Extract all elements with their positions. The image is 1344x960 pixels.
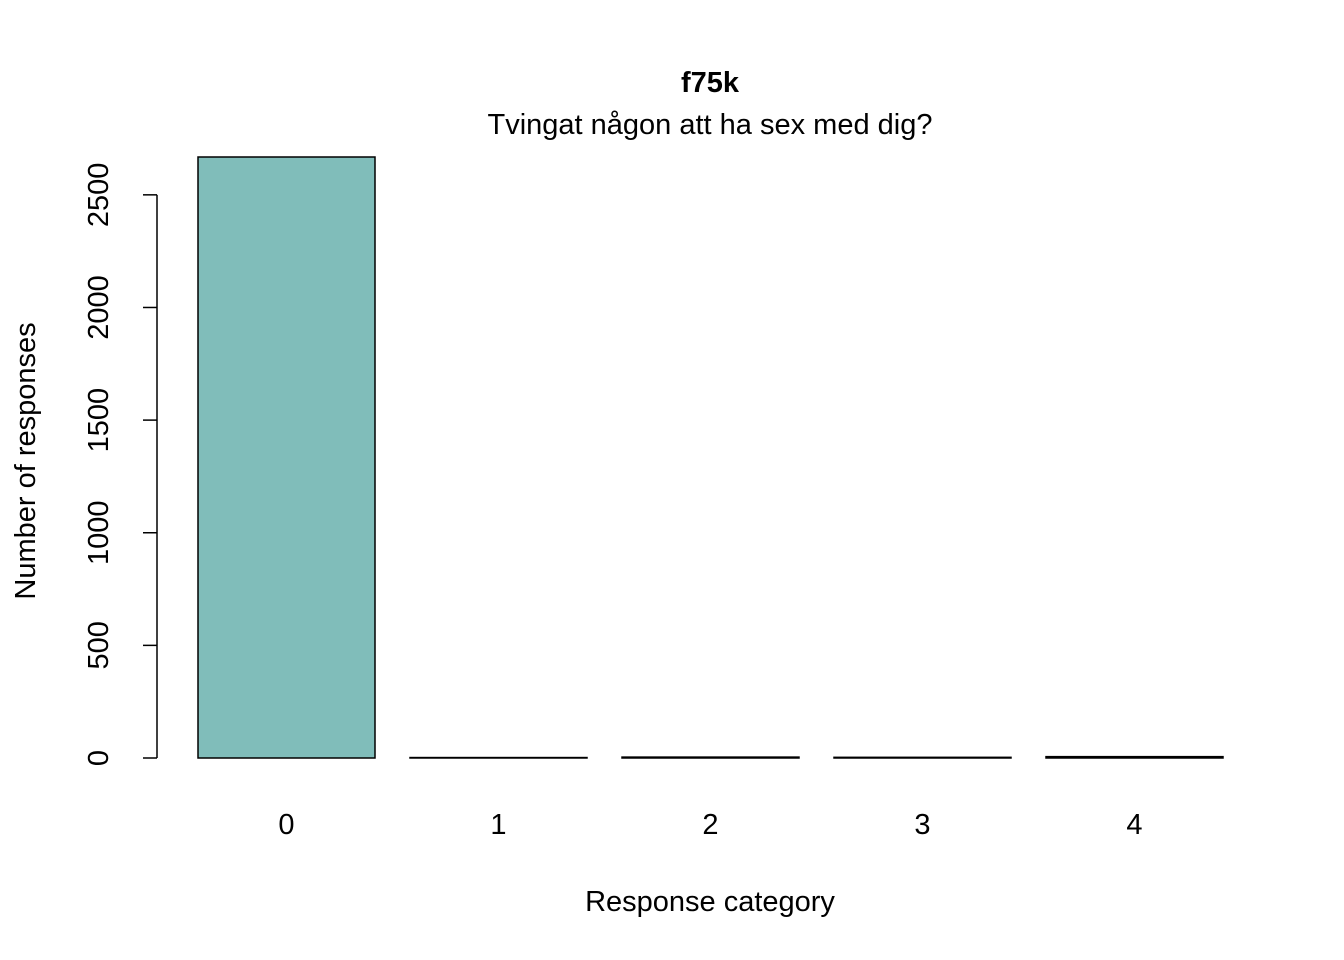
bar-2 bbox=[621, 756, 800, 759]
y-axis: 0 500 1000 1500 2000 2500 bbox=[83, 163, 158, 766]
x-tick-labels: 0 1 2 3 4 bbox=[278, 809, 1142, 841]
bar-3 bbox=[833, 756, 1012, 759]
y-tick-label: 1000 bbox=[83, 500, 115, 565]
y-tick-label: 2500 bbox=[83, 163, 115, 228]
y-tick-label: 0 bbox=[83, 750, 115, 766]
x-tick-label: 4 bbox=[1126, 809, 1142, 841]
x-tick-label: 0 bbox=[278, 809, 294, 841]
bars-group bbox=[197, 156, 1224, 759]
y-tick-label: 1500 bbox=[83, 388, 115, 453]
chart-title: f75k bbox=[681, 67, 740, 99]
x-tick-label: 1 bbox=[490, 809, 506, 841]
x-axis-label: Response category bbox=[585, 886, 835, 918]
x-tick-label: 3 bbox=[914, 809, 930, 841]
y-axis-label: Number of responses bbox=[10, 322, 42, 599]
bar-4 bbox=[1045, 755, 1224, 759]
x-tick-label: 2 bbox=[702, 809, 718, 841]
y-tick-label: 2000 bbox=[83, 275, 115, 340]
y-tick-label: 500 bbox=[83, 621, 115, 669]
chart-subtitle: Tvingat någon att ha sex med dig? bbox=[488, 109, 933, 141]
bar-0 bbox=[197, 156, 376, 759]
